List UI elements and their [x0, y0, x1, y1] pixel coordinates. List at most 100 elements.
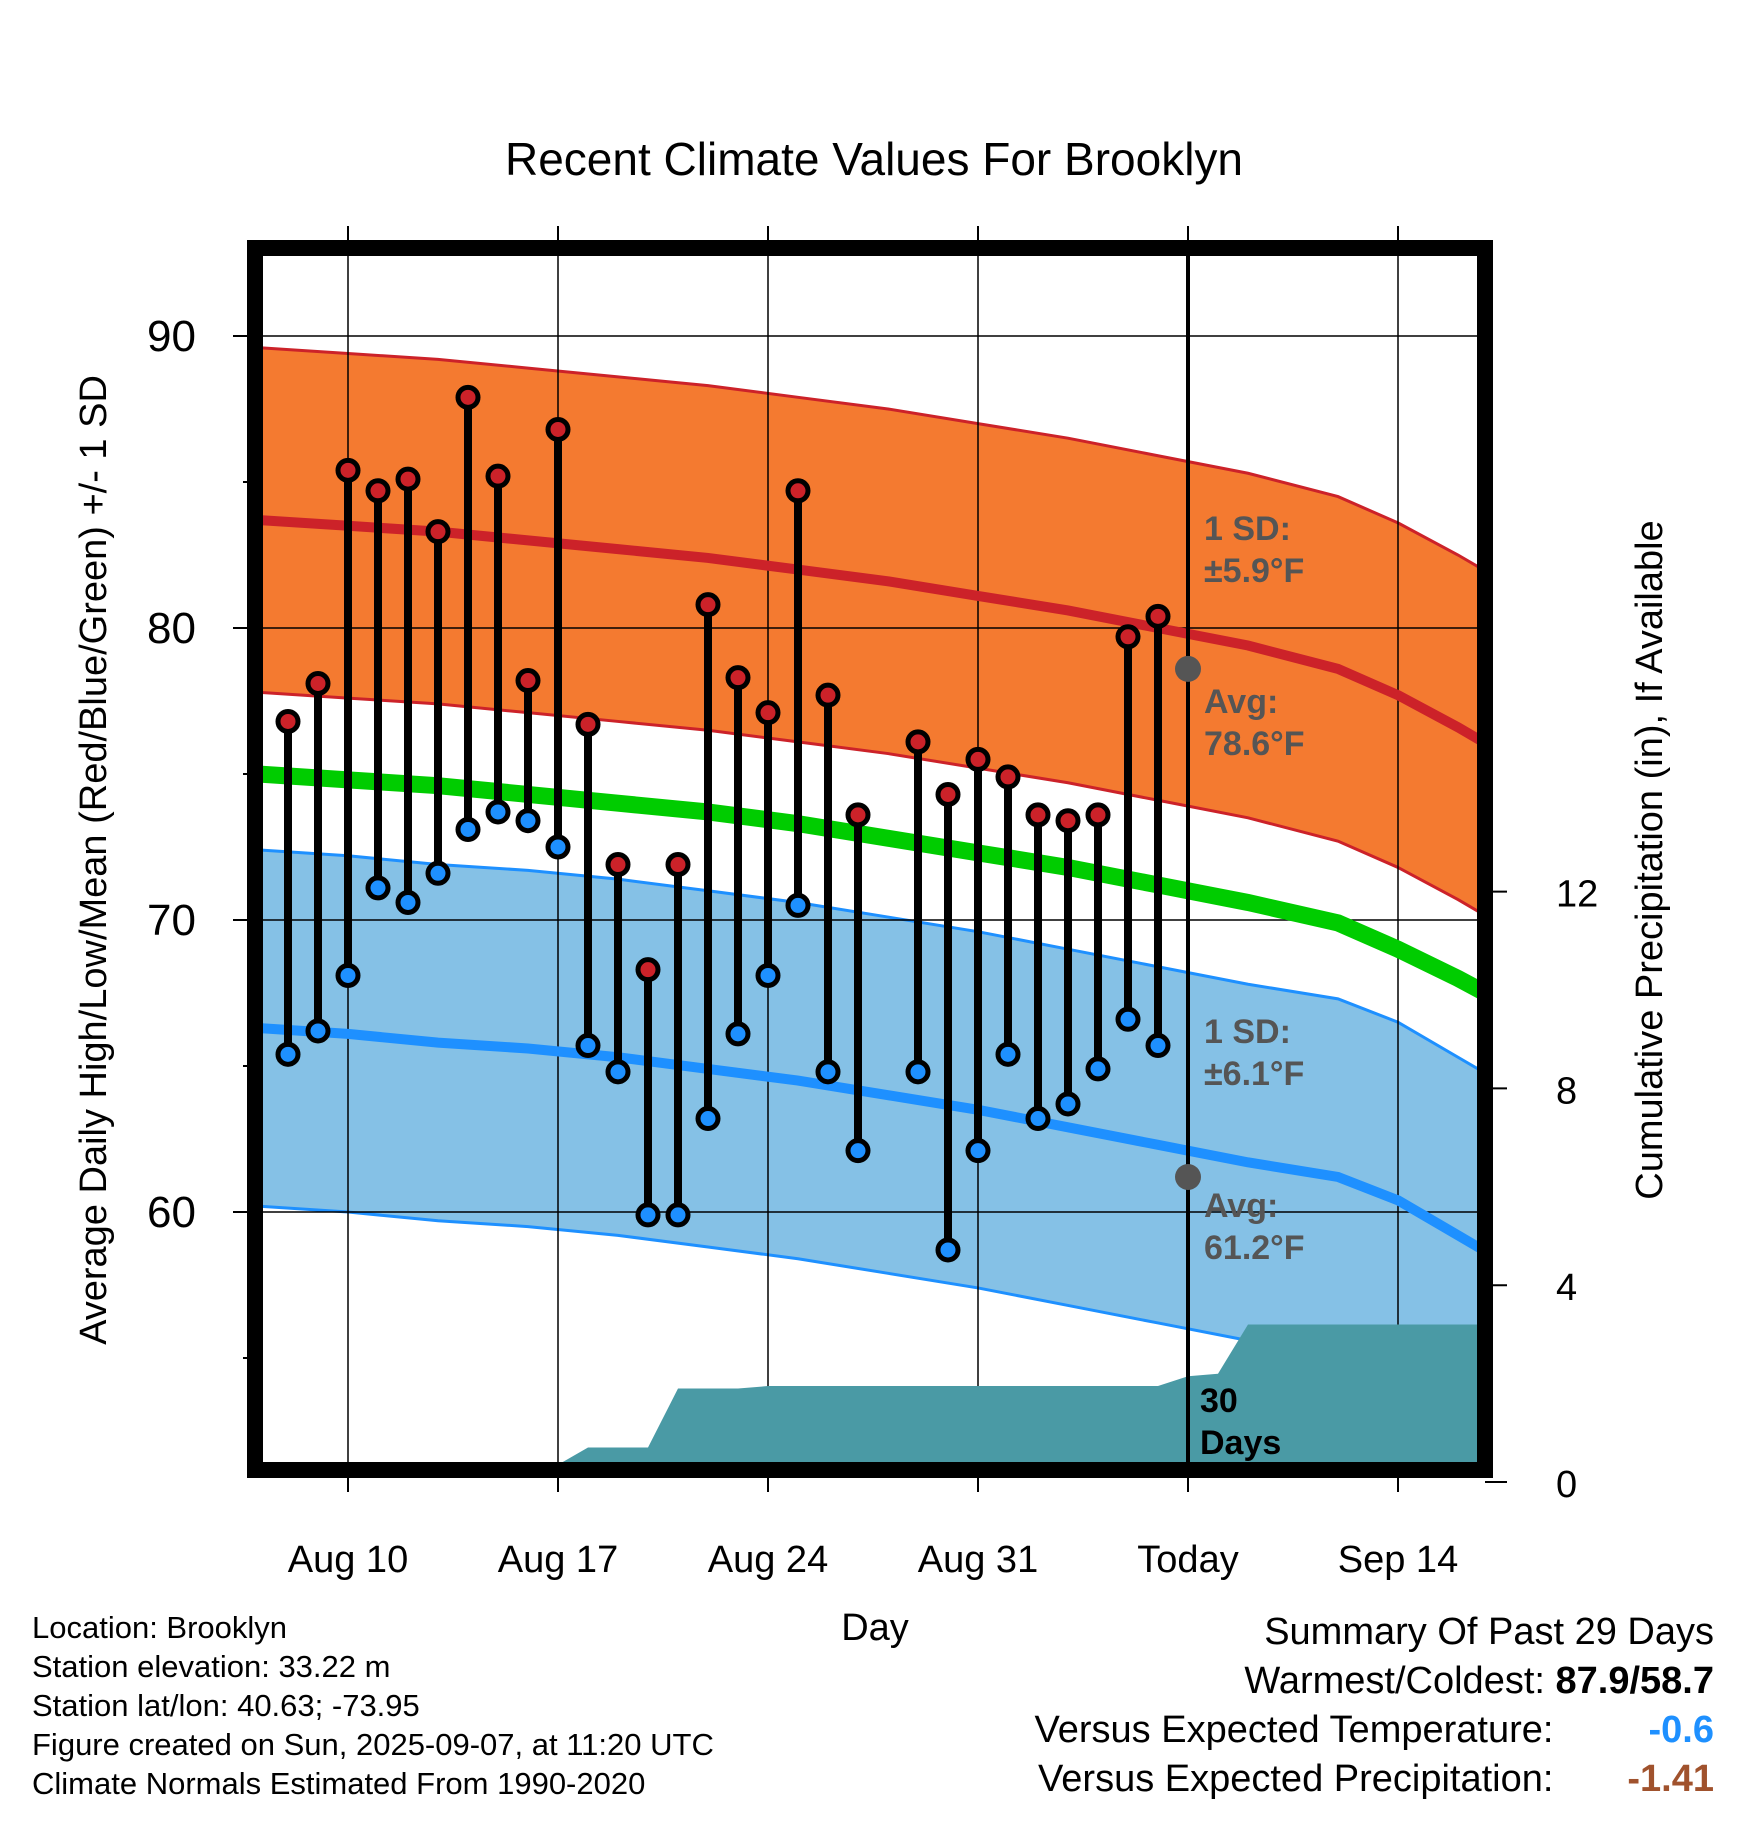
daily-high-point	[305, 670, 331, 696]
daily-high-point	[845, 802, 871, 828]
high-avg-label: Avg:	[1204, 683, 1278, 721]
daily-low-point	[605, 1059, 631, 1085]
y2-tick-label: 0	[1556, 1464, 1577, 1506]
summary-panel: Summary Of Past 29 Days Warmest/Coldest:…	[1035, 1608, 1714, 1804]
daily-low-point	[665, 1202, 691, 1228]
y2-axis-label: Cumulative Precipitation (in), If Availa…	[1629, 520, 1671, 1199]
summary-temp-label: Versus Expected Temperature:	[1034, 1709, 1554, 1751]
high-sd-band	[258, 347, 1485, 916]
x-tick-label: Aug 24	[708, 1539, 828, 1581]
normal-mean-line	[257, 765, 1485, 1003]
daily-low-point	[755, 962, 781, 988]
summary-precip-row: Versus Expected Precipitation: -1.41	[1035, 1755, 1714, 1804]
info-latlon: Station lat/lon: 40.63; -73.95	[32, 1688, 420, 1723]
daily-low-point	[1145, 1033, 1171, 1059]
daily-high-point	[755, 700, 781, 726]
daily-low-point	[695, 1106, 721, 1132]
low-sd-label: 1 SD:	[1204, 1013, 1291, 1051]
daily-high-point	[1085, 802, 1111, 828]
daily-high-point	[275, 708, 301, 734]
daily-high-point	[1025, 802, 1051, 828]
daily-high-point	[425, 519, 451, 545]
summary-warmest-row: Warmest/Coldest: 87.9/58.7	[1035, 1657, 1714, 1706]
daily-high-point	[1145, 603, 1171, 629]
summary-precip-label: Versus Expected Precipitation:	[1038, 1758, 1554, 1800]
daily-high-point	[1055, 808, 1081, 834]
daily-low-point	[725, 1021, 751, 1047]
today-low-marker	[1175, 1163, 1201, 1190]
daily-high-point	[605, 852, 631, 878]
daily-low-point	[485, 799, 511, 825]
x-tick-label: Aug 31	[918, 1539, 1038, 1581]
daily-low-point	[305, 1018, 331, 1044]
daily-low-point	[935, 1237, 961, 1263]
daily-low-point	[275, 1041, 301, 1067]
info-location: Location: Brooklyn	[32, 1610, 288, 1645]
low-avg-label: Avg:	[1204, 1187, 1278, 1225]
info-created: Figure created on Sun, 2025-09-07, at 11…	[32, 1727, 714, 1762]
daily-low-point	[365, 875, 391, 901]
daily-low-point	[335, 962, 361, 988]
y-axis-label: Average Daily High/Low/Mean (Red/Blue/Gr…	[73, 375, 115, 1345]
x-tick-label: Sep 14	[1338, 1539, 1458, 1581]
daily-low-point	[545, 834, 571, 860]
daily-low-point	[395, 889, 421, 915]
y-tick-label: 70	[147, 896, 196, 945]
daily-high-point	[695, 592, 721, 618]
daily-high-point	[575, 711, 601, 737]
daily-low-point	[845, 1138, 871, 1164]
daily-high-point	[905, 729, 931, 755]
y-tick-label: 90	[147, 312, 196, 361]
daily-high-point	[965, 746, 991, 772]
info-elevation: Station elevation: 33.22 m	[32, 1649, 391, 1684]
chart-title: Recent Climate Values For Brooklyn	[505, 133, 1243, 185]
y-tick-label: 60	[147, 1188, 196, 1237]
daily-high-point	[485, 463, 511, 489]
daily-high-point	[395, 466, 421, 492]
precip-area	[255, 1324, 1485, 1470]
high-sd-value: ±5.9°F	[1204, 552, 1304, 590]
daily-high-point	[935, 781, 961, 807]
high-sd-label: 1 SD:	[1204, 510, 1291, 548]
high-sd-upper-edge	[257, 346, 1485, 573]
low-sd-band	[258, 849, 1485, 1430]
summary-temp-row: Versus Expected Temperature: -0.6	[1035, 1706, 1714, 1755]
daily-high-point	[635, 957, 661, 983]
daily-high-point	[815, 682, 841, 708]
summary-temp-value: -0.6	[1648, 1709, 1714, 1751]
summary-precip-value: -1.41	[1627, 1758, 1714, 1800]
daily-high-point	[365, 478, 391, 504]
summary-warmest-value: 87.9/58.7	[1555, 1660, 1714, 1702]
x-tick-label: Today	[1137, 1539, 1238, 1581]
daily-low-point	[815, 1059, 841, 1085]
daily-high-point	[515, 668, 541, 694]
daily-low-point	[515, 808, 541, 834]
normal-high-line	[257, 514, 1485, 749]
daily-low-point	[1115, 1006, 1141, 1032]
x-tick-label: Aug 17	[498, 1539, 618, 1581]
daily-high-point	[335, 457, 361, 483]
normal-low-line	[257, 1023, 1485, 1257]
low-avg-value: 61.2°F	[1204, 1229, 1305, 1267]
daily-low-point	[965, 1138, 991, 1164]
daily-low-point	[1055, 1091, 1081, 1117]
daily-low-point	[1085, 1056, 1111, 1082]
daily-low-point	[455, 816, 481, 842]
daily-low-point	[575, 1033, 601, 1059]
daily-high-point	[455, 384, 481, 410]
daily-low-point	[425, 860, 451, 886]
daily-high-point	[995, 764, 1021, 790]
plot-frame	[247, 240, 1493, 1478]
daily-high-point	[545, 416, 571, 442]
high-avg-value: 78.6°F	[1204, 725, 1305, 763]
window-days-number: 30	[1200, 1382, 1238, 1420]
info-normals: Climate Normals Estimated From 1990-2020	[32, 1766, 646, 1801]
y2-tick-label: 8	[1556, 1070, 1577, 1112]
daily-low-point	[1025, 1106, 1051, 1132]
daily-high-point	[665, 852, 691, 878]
station-info: Location: Brooklyn Station elevation: 33…	[32, 1608, 714, 1803]
y-tick-label: 80	[147, 604, 196, 653]
window-days-label: Days	[1200, 1424, 1281, 1462]
summary-heading: Summary Of Past 29 Days	[1264, 1611, 1714, 1653]
